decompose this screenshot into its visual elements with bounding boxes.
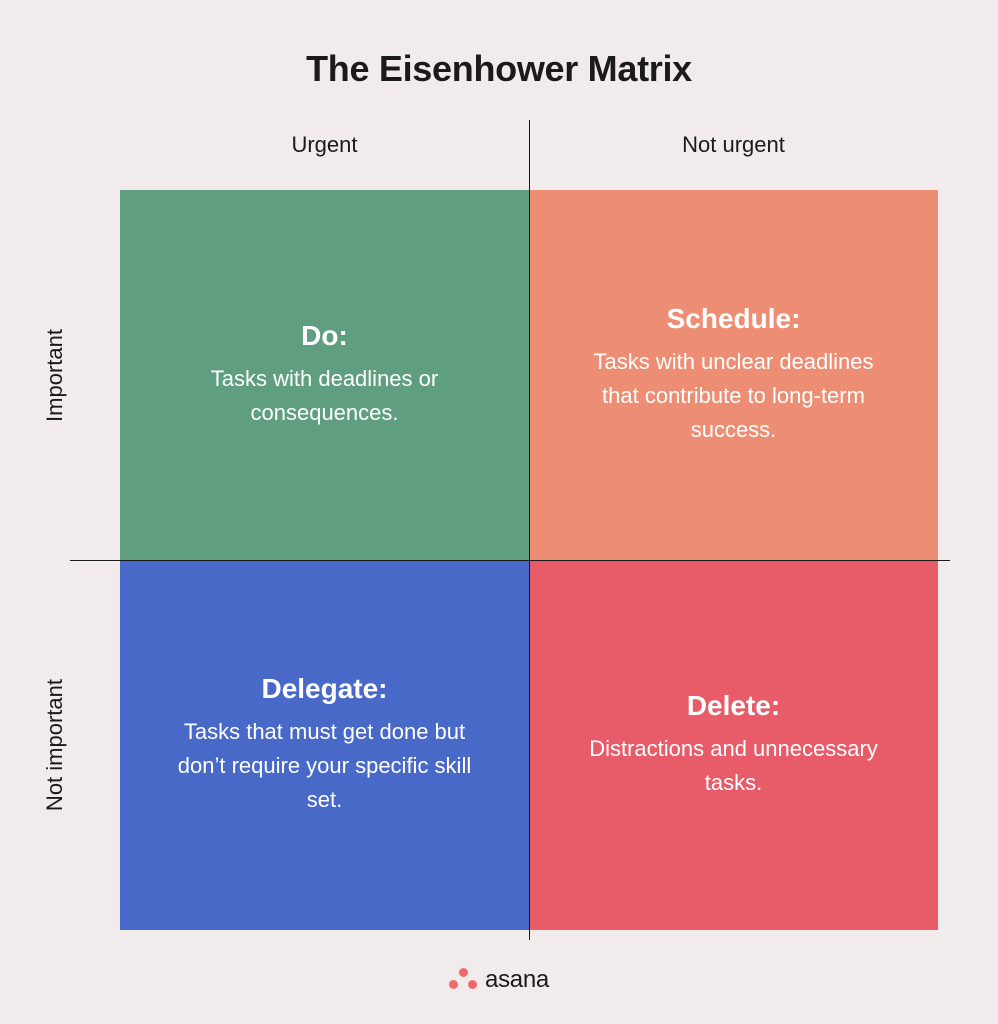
quadrant-do: Do: Tasks with deadlines or consequences… <box>120 190 529 560</box>
brand-footer: asana <box>0 966 998 994</box>
quadrant-delegate: Delegate: Tasks that must get done but d… <box>120 560 529 930</box>
page-title: The Eisenhower Matrix <box>0 48 998 90</box>
col-header-not-urgent: Not urgent <box>529 132 938 172</box>
quadrant-do-title: Do: <box>301 320 348 352</box>
quadrant-delegate-title: Delegate: <box>261 673 387 705</box>
quadrant-delete-desc: Distractions and unnecessary tasks. <box>577 732 890 800</box>
row-header-not-important: Not important <box>42 679 68 811</box>
horizontal-divider <box>70 560 950 561</box>
quadrant-schedule-title: Schedule: <box>667 303 801 335</box>
quadrant-schedule: Schedule: Tasks with unclear deadlines t… <box>529 190 938 560</box>
quadrant-schedule-desc: Tasks with unclear deadlines that contri… <box>577 345 890 447</box>
quadrant-do-desc: Tasks with deadlines or consequences. <box>168 362 481 430</box>
brand-name: asana <box>485 966 549 994</box>
vertical-divider <box>529 120 530 940</box>
eisenhower-matrix-infographic: The Eisenhower Matrix Urgent Not urgent … <box>0 0 998 1024</box>
row-header-important: Important <box>42 329 68 422</box>
col-header-urgent: Urgent <box>120 132 529 172</box>
asana-logo-icon <box>449 968 477 992</box>
quadrant-delete: Delete: Distractions and unnecessary tas… <box>529 560 938 930</box>
quadrant-delegate-desc: Tasks that must get done but don’t requi… <box>168 715 481 817</box>
quadrant-delete-title: Delete: <box>687 690 780 722</box>
